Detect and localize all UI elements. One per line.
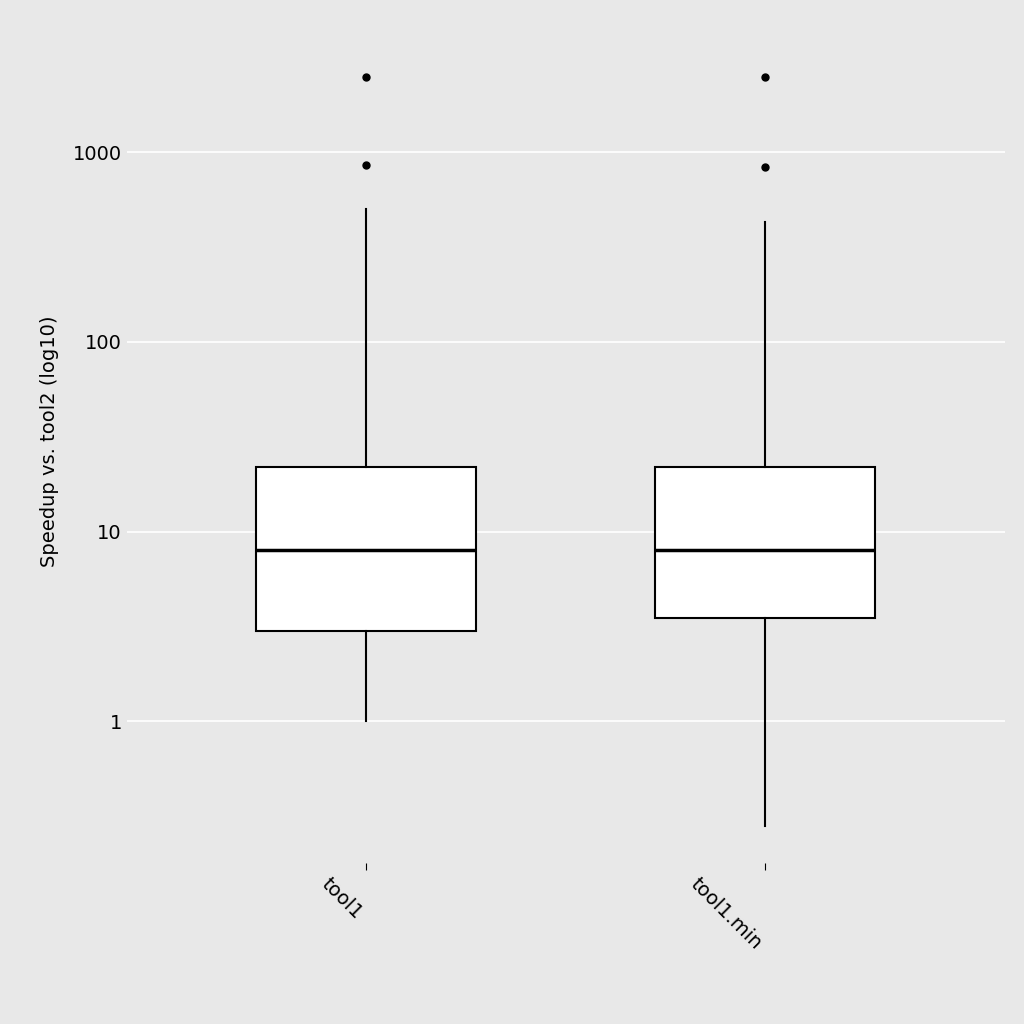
PathPatch shape bbox=[655, 467, 874, 618]
Y-axis label: Speedup vs. tool2 (log10): Speedup vs. tool2 (log10) bbox=[40, 315, 59, 567]
PathPatch shape bbox=[256, 467, 476, 631]
